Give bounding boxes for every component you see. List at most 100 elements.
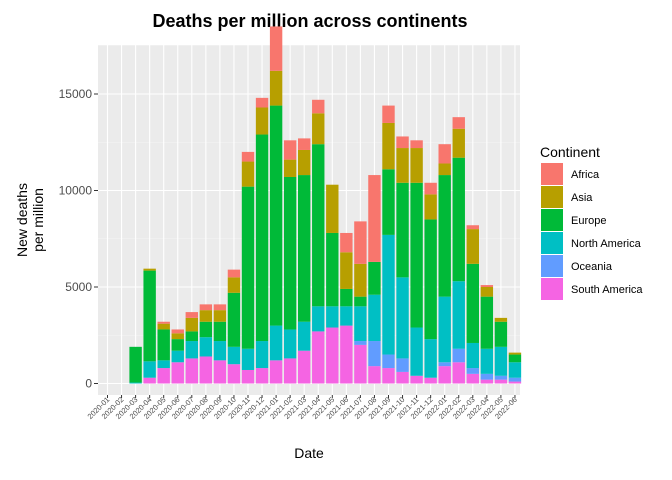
bar-segment: [227, 364, 241, 384]
bar-segment: [494, 317, 508, 322]
bar-segment: [480, 373, 494, 380]
legend-title: Continent: [540, 144, 600, 160]
bar-segment: [213, 321, 227, 342]
bar-segment: [368, 366, 381, 384]
bar-segment: [199, 304, 213, 311]
bar-segment: [298, 321, 311, 351]
bar-segment: [396, 277, 409, 359]
bar-segment: [157, 329, 170, 361]
y-axis-title-line-2: per million: [30, 188, 46, 252]
bar-segment: [143, 361, 156, 378]
x-axis-title: Date: [294, 445, 324, 461]
bar-segment: [438, 163, 451, 176]
bar-segment: [508, 354, 522, 363]
bar-segment: [466, 225, 479, 230]
bar-segment: [494, 346, 508, 376]
bar-segment: [283, 159, 297, 177]
legend-swatch: [541, 209, 563, 231]
bar-segment: [298, 350, 311, 384]
bar-segment: [213, 310, 227, 322]
bar-segment: [283, 329, 297, 359]
bar-segment: [143, 377, 156, 384]
bar-segment: [480, 379, 494, 384]
legend: Continent Africa Asia Europe North America O…: [540, 144, 643, 300]
bar-segment: [340, 252, 353, 289]
bar-segment: [396, 182, 409, 278]
bar-segment: [466, 229, 479, 264]
bar-segment: [171, 329, 184, 334]
bar-segment: [213, 341, 227, 361]
bar-segment: [255, 134, 269, 342]
legend-label: North America: [571, 238, 642, 250]
bar-segment: [298, 149, 311, 176]
bar-segment: [227, 269, 241, 278]
bar-segment: [312, 144, 325, 307]
bar-segment: [438, 175, 451, 297]
bar-segment: [382, 122, 395, 170]
bar-segment: [283, 140, 297, 160]
bar-segment: [410, 327, 423, 376]
bar-segment: [438, 144, 451, 164]
bar-segment: [354, 344, 367, 384]
bar-segment: [326, 327, 339, 384]
bar-segment: [269, 70, 283, 106]
bar-segment: [354, 221, 367, 264]
bar-segment: [438, 366, 451, 384]
bar-segment: [255, 97, 269, 108]
bar-segment: [354, 341, 367, 345]
y-tick-label: 0: [85, 377, 92, 391]
bar-segment: [424, 194, 437, 220]
bar-segment: [382, 368, 395, 384]
bar-segment: [480, 285, 494, 287]
bar-segment: [185, 341, 198, 359]
bar-segment: [452, 128, 465, 158]
bar-segment: [283, 176, 297, 330]
bar-segment: [199, 337, 213, 357]
bar-segment: [382, 169, 395, 235]
bar-segment: [199, 321, 213, 338]
bar-segment: [508, 362, 522, 378]
bar-segment: [269, 325, 283, 361]
bar-segment: [466, 373, 479, 384]
bar-segment: [143, 270, 156, 362]
bar-segment: [185, 331, 198, 342]
bar-segment: [424, 377, 437, 384]
legend-label: Asia: [571, 192, 593, 204]
x-axis: 2020-012020-022020-032020-042020-052020-…: [86, 395, 519, 421]
bar-segment: [227, 346, 241, 365]
bar-segment: [312, 99, 325, 114]
bars: [129, 26, 522, 384]
bar-segment: [452, 281, 465, 349]
bar-segment: [354, 306, 367, 342]
bar-segment: [157, 368, 170, 384]
bar-segment: [241, 186, 255, 349]
bar-segment: [466, 263, 479, 343]
bar-segment: [368, 261, 381, 295]
bar-segment: [143, 268, 156, 271]
bar-segment: [452, 348, 465, 363]
bar-segment: [508, 352, 522, 355]
bar-segment: [255, 368, 269, 384]
y-axis-title-line-1: New deaths: [14, 183, 30, 257]
bar-segment: [227, 277, 241, 293]
bar-segment: [340, 232, 353, 253]
bar-segment: [424, 219, 437, 340]
y-axis-title: New deaths per million: [14, 183, 46, 257]
bar-segment: [438, 296, 451, 363]
chart-title: Deaths per million across continents: [152, 11, 467, 31]
bar-segment: [185, 312, 198, 318]
legend-label: Africa: [571, 169, 600, 181]
bar-segment: [213, 360, 227, 384]
bar-segment: [480, 287, 494, 297]
bar-segment: [396, 358, 409, 372]
bar-segment: [312, 113, 325, 145]
legend-swatch: [541, 232, 563, 254]
bar-segment: [396, 136, 409, 149]
bar-segment: [298, 138, 311, 150]
bar-segment: [129, 382, 142, 384]
bar-segment: [410, 140, 423, 149]
bar-segment: [255, 341, 269, 369]
bar-segment: [340, 306, 353, 326]
bar-segment: [410, 148, 423, 183]
